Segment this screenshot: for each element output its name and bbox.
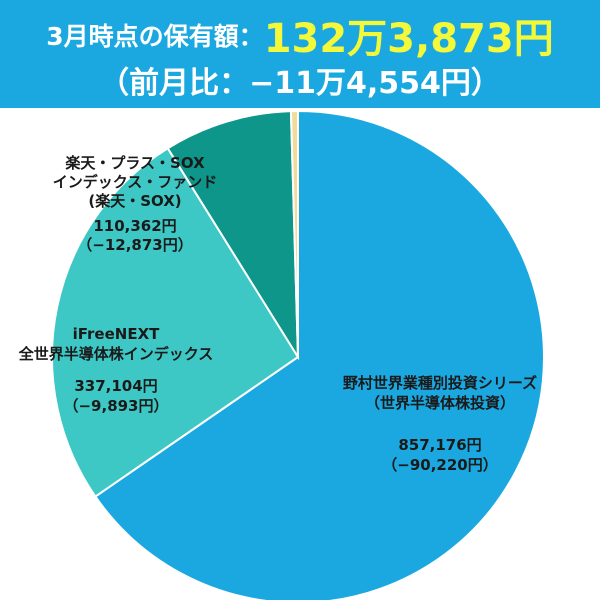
label-nomura-name1: 野村世界業種別投資シリーズ [342, 374, 538, 392]
label-rakuten-change: （−12,873円） [77, 236, 193, 254]
label-rakuten-name2: インデックス・ファンド [52, 173, 218, 191]
total-value: 132万3,873円 [263, 16, 554, 62]
label-ifree: iFreeNEXT 全世界半導体株インデックス 337,104円 （−9,893… [0, 324, 232, 416]
label-ifree-name2: 全世界半導体株インデックス [18, 345, 214, 363]
label-nomura-value: 857,176円 [398, 436, 482, 454]
slice-nomura [94, 109, 545, 600]
label-ifree-name1: iFreeNEXT [72, 325, 160, 343]
slice-ifree [51, 146, 300, 498]
label-nomura-name2: （世界半導体株投資） [364, 394, 515, 412]
slice-rakuten [166, 110, 300, 361]
label-nomura-change: （−90,220円） [382, 456, 498, 474]
label-ifree-value: 337,104円 [74, 377, 158, 395]
label-rakuten: 楽天・プラス・SOX インデックス・ファンド (楽天・SOX) 110,362円… [20, 154, 250, 255]
label-rakuten-name3: (楽天・SOX) [88, 192, 182, 210]
slice-other [289, 109, 299, 358]
total-label: 3月時点の保有額： [46, 22, 264, 51]
label-rakuten-value: 110,362円 [93, 217, 177, 235]
label-ifree-change: （−9,893円） [63, 397, 169, 415]
monthly-change: （前月比：−11万4,554円） [99, 66, 501, 101]
label-rakuten-name1: 楽天・プラス・SOX [65, 154, 205, 172]
total-line: 3月時点の保有額：132万3,873円 [0, 6, 600, 64]
label-nomura: 野村世界業種別投資シリーズ （世界半導体株投資） 857,176円 （−90,2… [325, 373, 555, 475]
header-banner: 3月時点の保有額：132万3,873円 （前月比：−11万4,554円） [0, 0, 600, 108]
